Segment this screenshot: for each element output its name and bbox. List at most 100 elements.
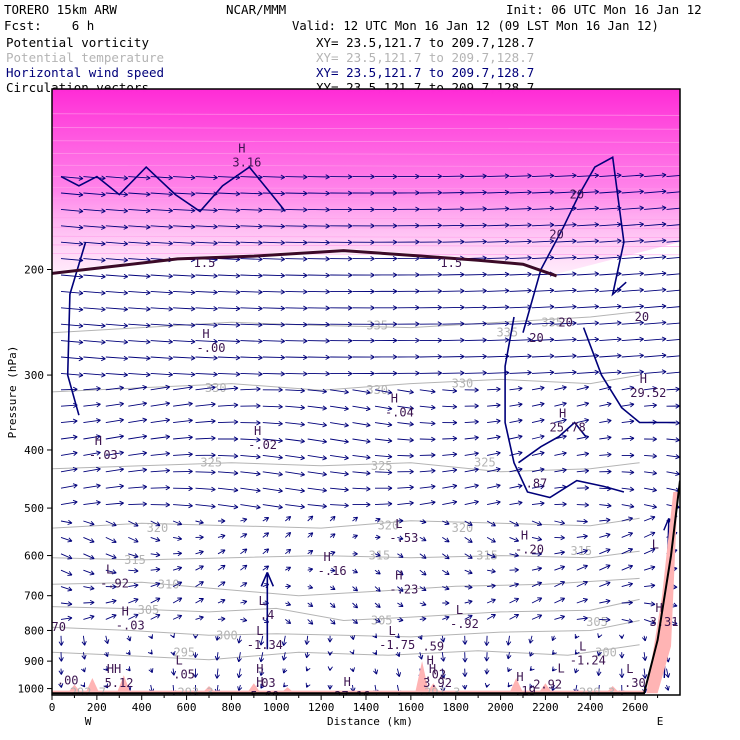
vector-arrow [240, 564, 248, 571]
vector-arrow [195, 534, 204, 540]
vector-arrow [462, 635, 468, 645]
vector-arrow [58, 652, 64, 662]
vector-arrow [531, 320, 555, 326]
vector-arrow [442, 451, 458, 457]
vector-arrow [150, 566, 161, 573]
vector-arrow [262, 322, 286, 328]
vector-arrow [442, 585, 450, 591]
extremum-value: -.02 [248, 438, 277, 452]
vector-arrow [105, 385, 124, 391]
vector-arrow [81, 667, 86, 673]
vector-arrow [126, 635, 132, 642]
vector-arrow [128, 273, 151, 279]
vector-arrow [352, 422, 371, 428]
vector-arrow [173, 384, 193, 391]
vector-arrow [172, 581, 183, 587]
vector-arrow [285, 454, 305, 461]
vector-arrow [509, 271, 532, 277]
vector-arrow [621, 486, 635, 492]
vector-arrow [83, 599, 95, 606]
vector-arrow [531, 173, 555, 179]
vector-arrow [285, 421, 305, 427]
extremum-value: -1.34 [247, 638, 283, 652]
pv-contour-line [52, 253, 680, 256]
vector-arrow [195, 565, 204, 571]
vector-arrow [419, 601, 427, 607]
vector-arrow [83, 418, 101, 424]
vector-arrow [262, 354, 286, 361]
vector-arrow [576, 385, 590, 391]
vector-arrow [509, 582, 520, 588]
x-axis-title: Distance (km) [327, 715, 413, 728]
vector-arrow [666, 191, 680, 194]
vector-arrow [419, 304, 443, 311]
vector-arrow [195, 371, 218, 377]
vector-arrow [150, 289, 173, 296]
vector-arrow [195, 224, 218, 230]
pv-contour-line [52, 164, 680, 168]
vector-arrow [576, 549, 588, 555]
init-time: Init: 06 UTC Mon 16 Jan 12 [506, 2, 702, 17]
vector-arrow [170, 650, 176, 656]
vector-arrow [282, 668, 288, 674]
vector-arrow [173, 503, 193, 509]
vector-arrow [487, 238, 510, 245]
vector-arrow [195, 503, 216, 509]
x-tick-label: 1600 [398, 701, 425, 714]
vector-arrow [262, 504, 283, 510]
wind-speed-contour [518, 421, 587, 464]
x-tick-label: 200 [87, 701, 107, 714]
vector-arrow [397, 321, 420, 327]
vector-arrow [240, 207, 263, 213]
vector-arrow [621, 564, 634, 571]
vector-arrow [329, 619, 336, 625]
vector-arrow [285, 223, 308, 229]
vector-arrow [307, 487, 327, 493]
vector-arrow [665, 668, 671, 678]
vector-arrow [554, 369, 577, 375]
vector-arrow [462, 652, 468, 663]
near-surface-feature [509, 677, 524, 694]
vector-arrow [173, 207, 196, 214]
vector-arrow [509, 370, 532, 376]
vector-arrow [352, 486, 371, 492]
vector-arrow [486, 537, 496, 543]
field-xy-pv: XY= 23.5,121.7 to 209.7,128.7 [316, 35, 534, 50]
vector-arrow [150, 306, 173, 312]
vector-arrow [307, 272, 330, 278]
vector-arrow [621, 385, 635, 391]
vector-arrow [128, 536, 139, 543]
theta-label: 330 [205, 381, 227, 395]
vector-arrow [60, 386, 78, 392]
vector-arrow [576, 434, 590, 440]
vector-arrow [217, 419, 239, 425]
vector-arrow [599, 452, 612, 458]
vector-arrow [307, 174, 330, 180]
vector-arrow [576, 580, 588, 588]
vector-arrow [487, 255, 510, 261]
vector-arrow [307, 190, 330, 196]
contour-label: 2.92 [533, 678, 562, 692]
vector-arrow [281, 635, 287, 646]
vector-arrow [262, 421, 283, 427]
vector-arrow [442, 537, 450, 543]
vector-arrow [419, 222, 443, 229]
vector-arrow [285, 583, 291, 589]
vector-arrow [643, 515, 656, 522]
vector-arrow [307, 371, 330, 377]
vector-arrow [599, 336, 622, 342]
extremum-marker: L [256, 624, 263, 638]
vector-arrow [285, 619, 292, 625]
vector-arrow [240, 386, 261, 392]
vector-arrow [285, 207, 308, 213]
vector-arrow [666, 386, 680, 392]
vector-arrow [350, 635, 356, 640]
vector-arrow [307, 422, 327, 428]
extremum-value: 5.60 [250, 689, 279, 703]
vector-arrow [487, 483, 501, 489]
vector-arrow [487, 320, 510, 327]
vector-arrow [128, 401, 148, 407]
vector-arrow [192, 634, 199, 639]
vector-arrow [128, 553, 139, 559]
vector-arrow [195, 273, 218, 279]
